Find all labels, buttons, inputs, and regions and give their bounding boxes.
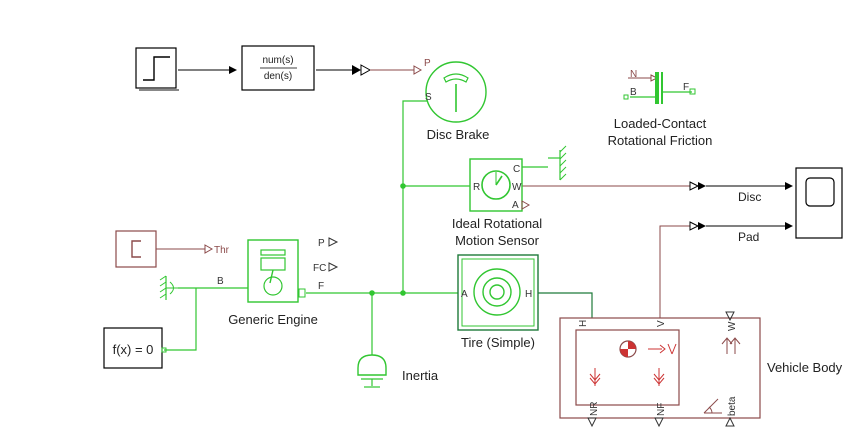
body-port-w: W — [727, 321, 738, 331]
pad-conv-in — [689, 221, 700, 231]
sensor-ground — [548, 145, 567, 181]
sensor-port-c: C — [513, 164, 520, 175]
inertia-label: Inertia — [402, 368, 439, 383]
brake-port-s: S — [425, 92, 432, 103]
disc-brake-label: Disc Brake — [427, 127, 490, 142]
tire-port-a: A — [461, 289, 468, 300]
disc-brake-block[interactable]: P S — [424, 58, 487, 123]
lc-port-n: N — [630, 69, 637, 80]
signal-label-pad: Pad — [738, 230, 759, 244]
body-port-v: V — [656, 320, 667, 327]
transfer-fcn-block[interactable]: num(s) den(s) — [241, 45, 315, 91]
engine-label: Generic Engine — [228, 312, 318, 327]
engine-port-fc: FC — [313, 263, 326, 274]
line-solver[interactable] — [164, 288, 197, 351]
converter-arrow-out — [360, 64, 372, 76]
signal-label-disc: Disc — [738, 190, 761, 204]
junction-2 — [400, 290, 406, 296]
pad-conv-out — [698, 222, 706, 230]
scope-block[interactable] — [795, 167, 843, 239]
disc-conv-in — [689, 181, 700, 191]
sensor-label-1: Ideal Rotational — [452, 216, 542, 231]
tire-port-h: H — [525, 289, 532, 300]
tf-numerator: num(s) — [262, 55, 293, 66]
junction-3 — [369, 290, 375, 296]
line-body-v-to-pad[interactable] — [659, 225, 690, 318]
engine-port-p: P — [318, 238, 325, 249]
body-port-h: H — [578, 320, 589, 327]
sensor-port-r: R — [473, 182, 480, 193]
tire-label: Tire (Simple) — [461, 335, 535, 350]
thr-port-label: Thr — [214, 245, 230, 256]
body-port-nf: NF — [656, 403, 667, 416]
solver-label: f(x) = 0 — [113, 342, 154, 357]
engine-p-arrow — [328, 237, 339, 247]
tire-block[interactable]: A H — [457, 254, 539, 331]
lc-label-2: Rotational Friction — [608, 133, 713, 148]
vehicle-body-label: Vehicle Body — [767, 360, 843, 375]
body-port-beta: beta — [727, 396, 738, 416]
engine-port-f: F — [318, 281, 324, 292]
step-block[interactable] — [135, 47, 179, 91]
junction-1 — [400, 183, 406, 189]
brake-port-p: P — [424, 58, 431, 69]
engine-ground — [159, 275, 178, 300]
sensor-port-w: W — [512, 182, 522, 193]
engine-fc-arrow — [328, 262, 339, 272]
vehicle-body-block[interactable]: H V W NR NF beta — [559, 311, 761, 428]
inertia-block[interactable] — [357, 354, 387, 388]
generic-engine-block[interactable]: B F — [217, 239, 324, 303]
tf-denominator: den(s) — [264, 71, 292, 82]
lc-label-1: Loaded-Contact — [614, 116, 707, 131]
motion-sensor-block[interactable]: C R W A — [469, 158, 531, 212]
solver-block[interactable]: f(x) = 0 — [103, 327, 167, 369]
disc-conv-out — [698, 182, 706, 190]
engine-port-b: B — [217, 276, 224, 287]
constant-block[interactable] — [115, 230, 157, 268]
sensor-port-a: A — [512, 200, 519, 211]
converter-arrow-in — [352, 65, 361, 75]
loaded-contact-block[interactable]: N B F — [623, 69, 696, 104]
lc-port-f: F — [683, 82, 689, 93]
brake-p-port — [413, 65, 423, 75]
lc-port-b: B — [630, 87, 637, 98]
thr-port — [204, 244, 214, 254]
line-brake-s[interactable] — [402, 100, 427, 293]
body-port-nr: NR — [589, 402, 600, 416]
sensor-label-2: Motion Sensor — [455, 233, 539, 248]
